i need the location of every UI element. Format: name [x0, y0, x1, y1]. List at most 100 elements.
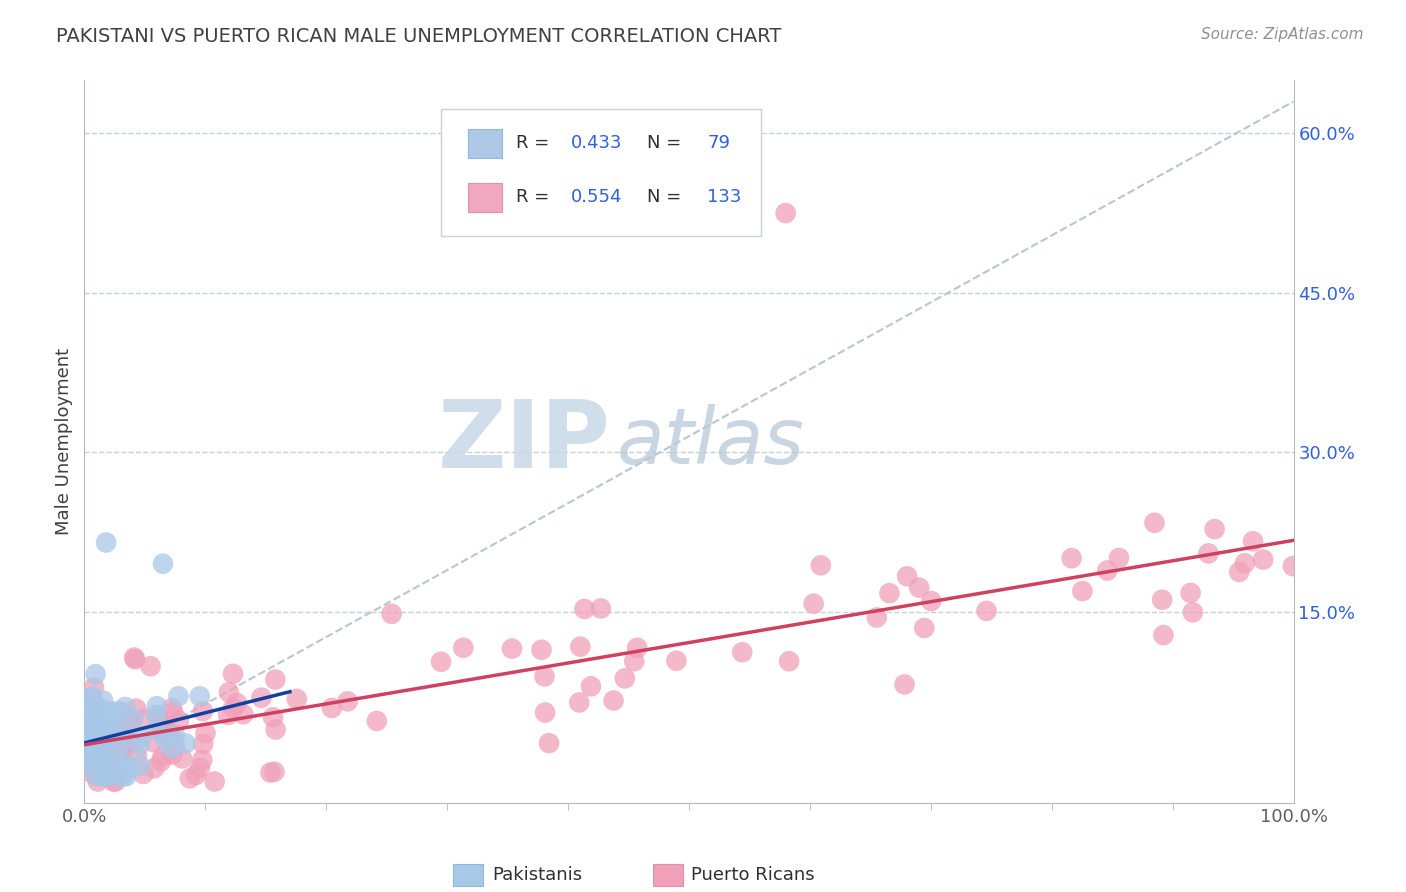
Point [89, 717, 111, 731]
Text: 0.554: 0.554 [571, 188, 621, 206]
Point [87, 706, 110, 720]
Point [159, 726, 181, 740]
Text: ZIP: ZIP [437, 395, 610, 488]
Point [98, 761, 121, 775]
Point [97, 738, 120, 752]
Point [146, 711, 169, 725]
Point [146, 723, 169, 738]
Point [336, 694, 359, 708]
Point [128, 738, 150, 752]
Point [101, 705, 124, 719]
Point [84, 667, 107, 681]
Point [114, 700, 136, 714]
Point [160, 701, 183, 715]
Point [1241, 534, 1264, 549]
Point [104, 774, 127, 789]
Point [217, 707, 239, 722]
Point [125, 748, 148, 763]
Point [108, 751, 131, 765]
Point [259, 765, 281, 780]
Point [91, 744, 114, 758]
Point [1251, 552, 1274, 566]
Point [174, 736, 197, 750]
Point [453, 640, 475, 655]
Point [626, 640, 648, 655]
Text: 133: 133 [707, 188, 741, 206]
Point [112, 706, 135, 720]
Point [731, 645, 754, 659]
Point [188, 761, 211, 775]
Point [226, 696, 249, 710]
Text: atlas: atlas [616, 403, 804, 480]
Point [96, 726, 118, 740]
Point [93, 753, 115, 767]
Point [167, 714, 190, 728]
Point [94, 535, 117, 549]
Point [93, 755, 115, 769]
Point [879, 586, 901, 600]
FancyBboxPatch shape [468, 129, 502, 158]
Point [1071, 584, 1094, 599]
Point [87, 720, 110, 734]
Point [83, 761, 105, 775]
Point [145, 707, 167, 722]
Point [94, 769, 117, 783]
Point [87, 714, 110, 728]
Point [75, 701, 97, 715]
Point [98, 722, 121, 736]
Point [75, 725, 97, 739]
Point [107, 767, 129, 781]
Point [77, 752, 100, 766]
Point [94, 726, 117, 740]
Point [103, 774, 125, 789]
Point [76, 745, 98, 759]
Point [79, 731, 101, 746]
Point [250, 690, 273, 705]
Point [1152, 628, 1174, 642]
Point [264, 723, 287, 737]
Point [122, 711, 145, 725]
Point [76, 701, 98, 715]
Point [191, 737, 214, 751]
Point [82, 690, 104, 704]
Point [84, 769, 107, 783]
Point [82, 714, 104, 728]
Point [143, 761, 166, 775]
Point [91, 693, 114, 707]
Point [134, 712, 156, 726]
Point [366, 714, 388, 728]
Point [569, 640, 592, 654]
Point [188, 690, 211, 704]
Point [162, 747, 184, 762]
Point [117, 761, 139, 775]
Point [90, 701, 112, 715]
Point [117, 711, 139, 725]
Point [120, 715, 142, 730]
Point [1060, 551, 1083, 566]
Point [191, 704, 214, 718]
Point [920, 594, 942, 608]
Point [77, 750, 100, 764]
Point [79, 727, 101, 741]
Point [91, 715, 114, 730]
Point [101, 746, 124, 760]
Point [155, 732, 177, 747]
Point [222, 701, 245, 715]
Point [152, 557, 174, 571]
Text: 0.433: 0.433 [571, 134, 621, 153]
Point [579, 679, 602, 693]
Point [172, 751, 194, 765]
Point [896, 569, 918, 583]
Point [150, 716, 173, 731]
FancyBboxPatch shape [468, 184, 502, 211]
Point [107, 731, 129, 745]
Point [893, 677, 915, 691]
Point [96, 765, 118, 780]
Text: N =: N = [647, 188, 686, 206]
Point [97, 731, 120, 745]
Point [152, 749, 174, 764]
Point [263, 764, 285, 779]
Point [75, 747, 97, 761]
Point [262, 710, 284, 724]
Point [131, 731, 153, 745]
